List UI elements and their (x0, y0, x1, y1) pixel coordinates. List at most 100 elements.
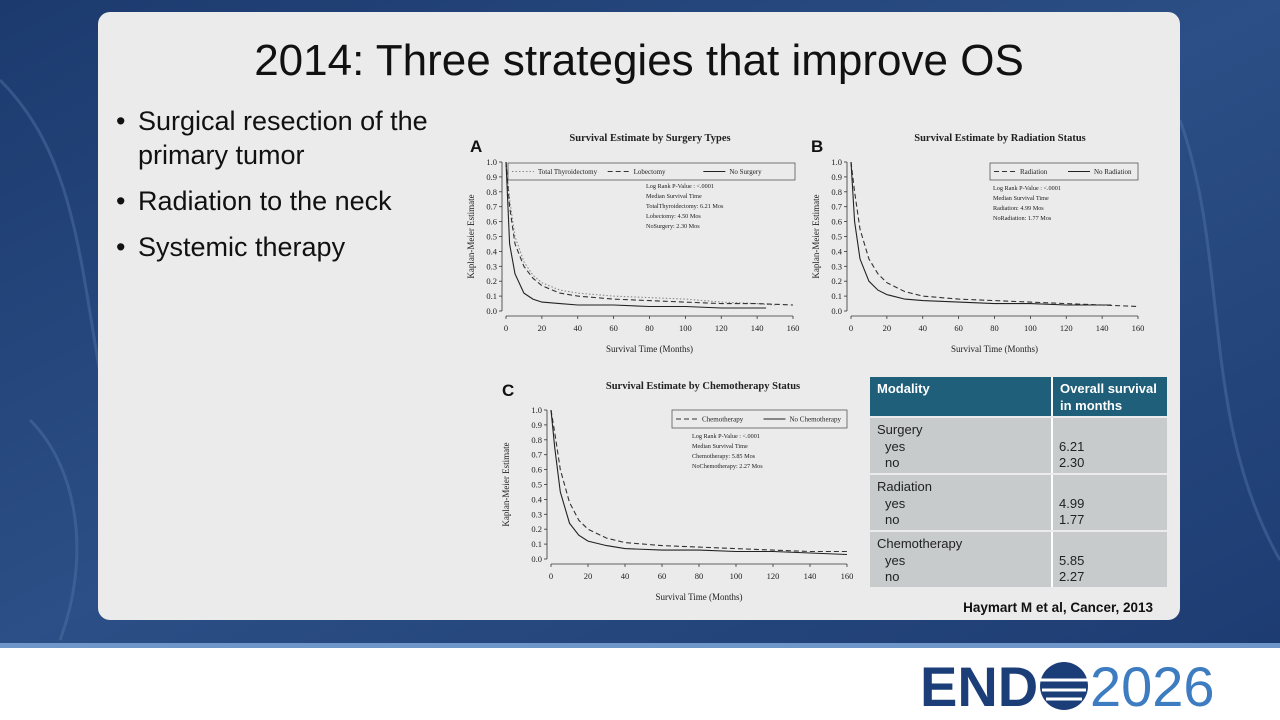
y-tick-label: 0.4 (486, 246, 497, 256)
survival-cell: 6.21 2.30 (1053, 418, 1167, 473)
x-tick-label: 80 (695, 571, 704, 581)
annotation: TotalThyroidectomy: 6.21 Mos (646, 203, 724, 210)
y-tick-label: 0.7 (831, 202, 842, 212)
table-group: Radiation yes no 4.99 1.77 (870, 475, 1167, 530)
bullet: Radiation to the neck (116, 184, 476, 218)
logo: END 2026 (920, 655, 1215, 718)
survival-curve (550, 409, 848, 556)
row-label: yes (885, 495, 906, 511)
logo-text: END (920, 655, 1038, 718)
panel-label: B (811, 137, 823, 156)
bullet: Surgical resection of the primary tumor (116, 104, 476, 172)
y-axis-label: Kaplan-Meier Estimate (501, 442, 511, 526)
annotation: Log Rank P-Value : <.0001 (692, 433, 760, 440)
table: Modality Overall survival in months Surger… (870, 377, 1167, 587)
x-tick-label: 40 (919, 323, 928, 333)
y-tick-label: 0.8 (531, 435, 542, 445)
y-tick-label: 0.7 (486, 202, 497, 212)
annotation: NoChemotherapy: 2.27 Mos (692, 463, 763, 470)
y-tick-label: 0.6 (531, 465, 542, 475)
x-axis-label: Survival Time (Months) (655, 592, 742, 602)
y-tick-label: 0.0 (831, 306, 842, 316)
annotation: Radiation: 4.99 Mos (993, 205, 1044, 212)
logo-globe-stripes (1040, 678, 1088, 701)
y-tick-label: 1.0 (531, 405, 542, 415)
x-tick-label: 160 (787, 323, 800, 333)
row-value: 2.27 (1059, 569, 1085, 584)
modality-cell: Chemotherapy yes no (870, 532, 1053, 587)
annotation: Log Rank P-Value : <.0001 (993, 185, 1061, 192)
row-label: no (885, 569, 900, 584)
x-tick-label: 100 (1024, 323, 1037, 333)
header-cell: Modality (870, 377, 1053, 416)
x-tick-label: 40 (621, 571, 630, 581)
y-tick-label: 0.9 (831, 172, 842, 182)
survival-curve (505, 161, 776, 306)
y-tick-label: 1.0 (831, 157, 842, 167)
logo-text: 2026 (1090, 655, 1215, 718)
x-tick-label: 60 (658, 571, 667, 581)
row-value: 5.85 (1059, 552, 1085, 568)
y-tick-label: 0.5 (486, 232, 497, 242)
slide-title: 2014: Three strategies that improve OS (254, 36, 1024, 85)
y-tick-label: 0.0 (486, 306, 497, 316)
y-tick-label: 0.3 (486, 261, 497, 271)
y-tick-label: 0.4 (831, 246, 842, 256)
annotation: Median Survival Time (993, 195, 1049, 202)
annotation: NoRadiation: 1.77 Mos (993, 215, 1052, 222)
row-label: yes (885, 438, 906, 454)
row-label: no (885, 455, 900, 470)
x-tick-label: 20 (883, 323, 892, 333)
y-tick-label: 0.6 (486, 217, 497, 227)
row-label: no (885, 512, 900, 527)
y-tick-label: 0.1 (486, 291, 497, 301)
annotation: Lobectomy: 4.50 Mos (646, 213, 701, 220)
blank (1059, 422, 1161, 439)
y-tick-label: 0.4 (531, 494, 542, 504)
row-value: 4.99 (1059, 495, 1085, 511)
modality-cell: Surgery yes no (870, 418, 1053, 473)
legend-box (507, 162, 796, 181)
x-tick-label: 100 (730, 571, 743, 581)
y-tick-label: 0.3 (831, 261, 842, 271)
annotation: Median Survival Time (646, 193, 702, 200)
y-tick-label: 0.9 (531, 420, 542, 430)
group-label: Chemotherapy (877, 536, 963, 551)
y-tick-label: 0.8 (831, 187, 842, 197)
x-tick-label: 0 (549, 571, 553, 581)
legend-box (671, 409, 848, 429)
x-tick-label: 40 (574, 323, 583, 333)
y-tick-label: 0.9 (486, 172, 497, 182)
x-tick-label: 120 (1060, 323, 1073, 333)
table-group: Chemotherapy yes no 5.85 2.27 (870, 532, 1167, 587)
y-tick-label: 0.5 (531, 480, 542, 490)
y-axis-label: Kaplan-Meier Estimate (811, 194, 821, 278)
citation: Haymart M et al, Cancer, 2013 (963, 600, 1153, 615)
y-tick-label: 0.5 (831, 232, 842, 242)
legend-label: Lobectomy (634, 168, 666, 176)
y-tick-label: 0.1 (831, 291, 842, 301)
x-tick-label: 80 (990, 323, 999, 333)
x-tick-label: 60 (609, 323, 618, 333)
y-tick-label: 0.8 (486, 187, 497, 197)
panel-label: C (502, 381, 514, 400)
survival-curve (505, 161, 794, 306)
table-header: Modality Overall survival in months (870, 377, 1167, 416)
x-tick-label: 100 (679, 323, 692, 333)
y-tick-label: 0.2 (486, 276, 497, 286)
x-axis-label: Survival Time (Months) (951, 344, 1038, 354)
survival-cell: 4.99 1.77 (1053, 475, 1167, 530)
x-tick-label: 140 (804, 571, 817, 581)
table-group: Surgery yes no 6.21 2.30 (870, 418, 1167, 473)
survival-curve (850, 161, 1139, 308)
survival-cell: 5.85 2.27 (1053, 532, 1167, 587)
y-tick-label: 1.0 (486, 157, 497, 167)
legend-label: No Chemotherapy (790, 416, 842, 424)
survival-curve (850, 161, 1112, 306)
y-tick-label: 0.0 (531, 554, 542, 564)
y-tick-label: 0.2 (531, 524, 542, 534)
group-label: Radiation (877, 479, 932, 494)
x-tick-label: 0 (504, 323, 508, 333)
x-tick-label: 20 (538, 323, 547, 333)
